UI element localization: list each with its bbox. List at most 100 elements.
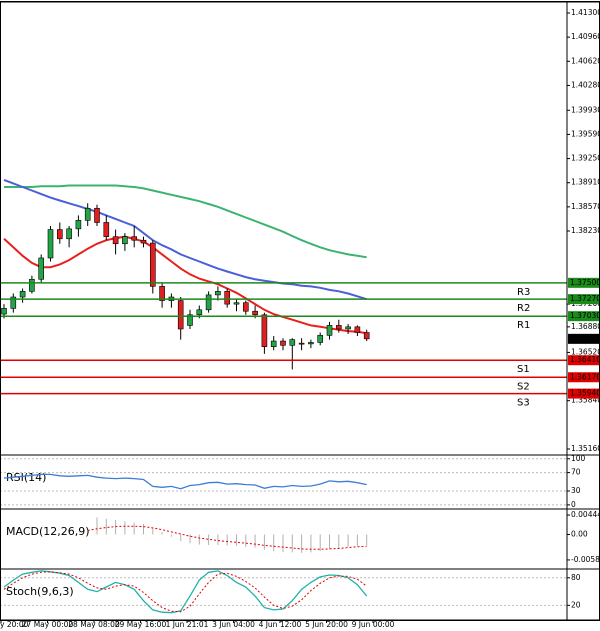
level-label: 1.36170	[570, 372, 600, 381]
histogram-bar	[170, 534, 172, 537]
histogram-bar	[338, 534, 340, 549]
candle-body	[122, 236, 128, 245]
candle-body	[10, 296, 17, 309]
level-label-box	[568, 294, 600, 305]
histogram-bar	[356, 534, 358, 546]
x-tick-label: 28 May 08:00	[68, 620, 120, 629]
x-tick-label: 9 Jun 00:00	[352, 620, 395, 629]
indicator-line	[3, 178, 367, 301]
y-tick-label: 1.40960	[571, 32, 600, 41]
x-tick-label: 27 May 00:00	[22, 620, 74, 629]
histogram-bar	[143, 523, 144, 535]
candle-body	[75, 220, 82, 230]
histogram-bar	[273, 534, 275, 552]
y-tick-label: 20	[571, 600, 581, 609]
histogram-bar	[217, 534, 219, 545]
level-name: S2	[517, 381, 530, 392]
y-tick-label: 0	[571, 500, 576, 509]
candle-body	[317, 335, 324, 343]
y-tick-label: 1.38570	[571, 202, 600, 211]
candle-body	[215, 291, 221, 296]
indicator-title: Stoch(9,6,3)	[6, 585, 74, 598]
y-tick-label: 0.00	[571, 529, 588, 538]
level-name: R2	[517, 303, 530, 314]
candle-body	[150, 242, 156, 287]
histogram-bar	[180, 534, 182, 542]
candle-body	[335, 325, 342, 330]
histogram-bar	[105, 518, 107, 535]
histogram-bar	[133, 522, 135, 535]
price-label: 1.36711	[570, 334, 600, 343]
level-label-box	[568, 277, 600, 288]
candle-body	[243, 302, 249, 312]
histogram-bar	[152, 527, 154, 535]
y-tick-label: -0.005827	[571, 555, 600, 564]
x-tick-label: 4 Jun 12:00	[259, 620, 302, 629]
candle-body	[38, 257, 45, 280]
y-tick-label: 80	[571, 573, 581, 582]
y-tick-label: 1.38230	[571, 226, 600, 235]
histogram-bar	[254, 534, 256, 548]
level-label: 1.37500	[570, 278, 600, 287]
histogram-bar	[124, 521, 126, 535]
histogram-bar	[208, 534, 210, 545]
candle-body	[103, 222, 110, 237]
candle-body	[363, 332, 370, 340]
level-name: R3	[517, 287, 530, 298]
y-tick-label: 1.36880	[571, 322, 600, 331]
indicator-line	[87, 525, 367, 550]
x-tick-label: 1 Jun 21:01	[166, 620, 209, 629]
level-label-box	[568, 372, 600, 383]
candle-body	[56, 229, 63, 240]
price-label-box	[568, 333, 600, 344]
candle-body	[1, 308, 7, 315]
level-name: S1	[517, 364, 530, 375]
y-tick-label: 30	[571, 486, 581, 495]
level-name: R1	[517, 320, 530, 331]
histogram-bar	[96, 517, 98, 535]
y-tick-label: 1.39590	[571, 129, 600, 138]
level-label: 1.36410	[570, 355, 600, 364]
x-tick-label: 5 Jun 20:00	[305, 620, 348, 629]
candle-body	[289, 339, 296, 346]
y-tick-label: 1.41300	[571, 8, 600, 17]
y-tick-label: 1.35160	[571, 444, 600, 453]
candle-body	[159, 286, 165, 301]
level-label: 1.37030	[570, 311, 600, 320]
histogram-bar	[198, 534, 200, 545]
y-tick-label: 100	[571, 454, 586, 463]
level-label: 1.37270	[570, 294, 600, 303]
y-tick-label: 1.39250	[571, 154, 600, 163]
y-tick-label: 1.40620	[571, 56, 600, 65]
histogram-bar	[310, 534, 312, 553]
candle-body	[47, 229, 54, 259]
candle-body	[326, 325, 333, 336]
indicator-title: MACD(12,26,9)	[6, 525, 90, 538]
candle-body	[224, 291, 230, 305]
histogram-bar	[236, 534, 237, 546]
histogram-bar	[161, 532, 163, 535]
candle-body	[261, 314, 268, 348]
level-label-box	[568, 355, 600, 366]
level-name: S3	[517, 398, 530, 409]
y-tick-label: 0.004445	[571, 510, 600, 519]
candle-body	[354, 326, 361, 333]
candle-body	[140, 239, 147, 244]
candle-body	[308, 342, 314, 345]
candle-body	[19, 291, 26, 298]
histogram-bar	[263, 534, 265, 550]
y-tick-label: 1.36520	[571, 347, 600, 356]
candle-body	[345, 326, 351, 330]
y-tick-label: 1.39930	[571, 105, 600, 114]
histogram-bar	[301, 534, 303, 553]
histogram-bar	[347, 534, 349, 547]
histogram-bar	[366, 534, 368, 546]
histogram-bar	[291, 534, 293, 553]
indicator-line	[4, 184, 367, 259]
candle-body	[205, 294, 212, 311]
y-tick-label: 1.40280	[571, 80, 600, 89]
x-tick-label: y 20:00	[0, 620, 29, 629]
candle-body	[187, 314, 193, 326]
candle-body	[298, 342, 305, 345]
